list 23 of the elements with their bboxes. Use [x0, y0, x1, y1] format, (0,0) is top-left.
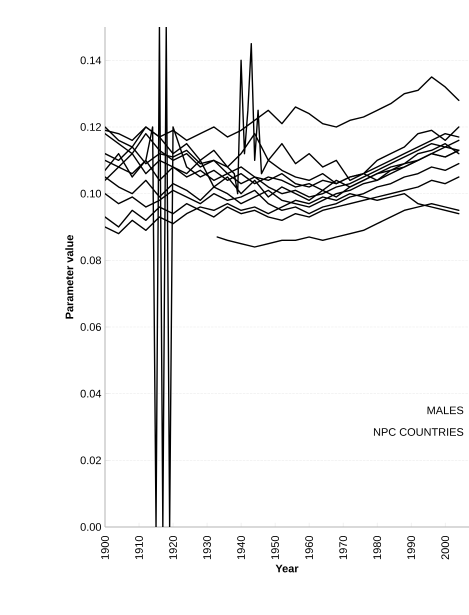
y-tick-label: 0.02	[80, 456, 101, 464]
y-tick-label: 0.14	[80, 56, 102, 64]
y-tick-label: 0.08	[80, 256, 101, 264]
x-tick-label: 1910	[135, 536, 143, 560]
x-tick-label: 2000	[441, 536, 450, 560]
annotation: NPC COUNTRIES	[374, 428, 464, 436]
x-tick-label: 1930	[203, 536, 211, 560]
annotation: MALES	[428, 406, 464, 414]
x-tick-label: 1960	[305, 536, 313, 560]
x-tick-label: 1980	[373, 536, 382, 560]
x-axis-title: Year	[276, 564, 298, 572]
y-tick-label: 0.06	[80, 323, 101, 331]
x-tick-label: 1950	[271, 536, 279, 560]
x-tick-label: 1920	[169, 536, 177, 560]
y-tick-label: 0.04	[80, 390, 102, 398]
y-tick-label: 0.00	[80, 523, 102, 531]
x-tick-label: 1970	[339, 536, 348, 560]
x-tick-label: 1900	[101, 536, 109, 560]
y-tick-label: 0.10	[80, 190, 102, 198]
y-axis-title: Parameter value	[65, 235, 74, 319]
x-tick-label: 1940	[237, 536, 245, 560]
y-tick-label: 0.12	[80, 123, 101, 131]
x-tick-label: 1990	[407, 536, 416, 560]
